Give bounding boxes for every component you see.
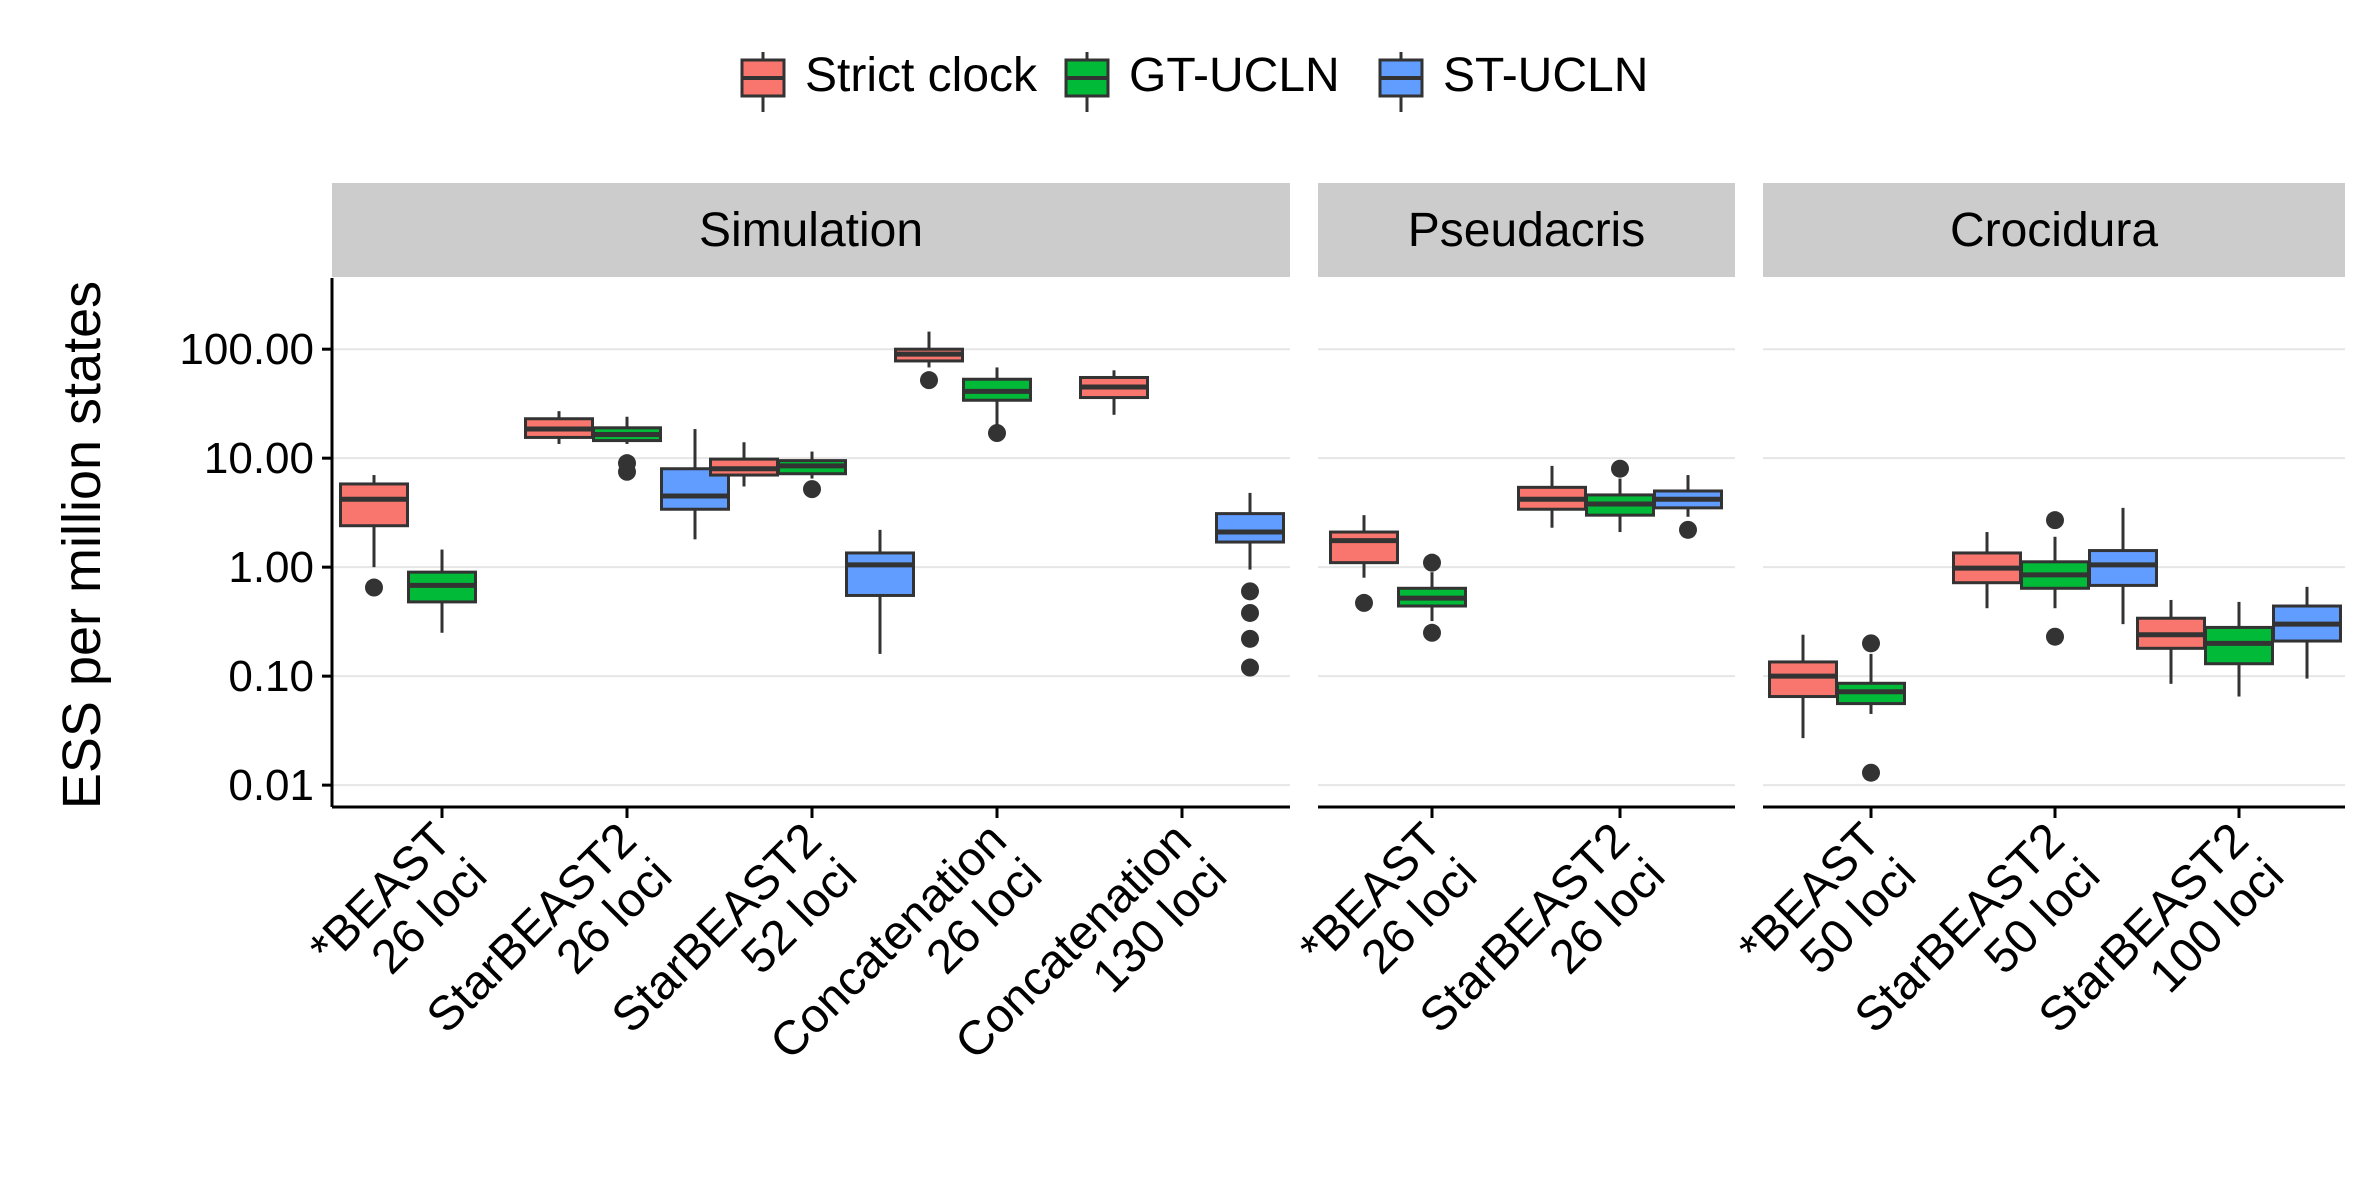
box-gt-ucln xyxy=(407,549,477,633)
outlier-point xyxy=(1241,603,1259,622)
box-body xyxy=(1215,512,1285,544)
outlier-point xyxy=(1241,658,1259,677)
box-body xyxy=(2088,549,2158,587)
legend-item-strict-clock: Strict clock xyxy=(740,49,1038,112)
outlier-point xyxy=(1423,623,1441,642)
box-body xyxy=(339,482,409,528)
panel-title: Simulation xyxy=(699,204,923,257)
box-strict-clock xyxy=(894,331,964,390)
y-tick-label: 0.01 xyxy=(228,761,314,810)
box-gt-ucln xyxy=(962,367,1032,443)
outlier-point xyxy=(618,462,636,481)
y-tick-label: 0.10 xyxy=(228,652,314,701)
box-gt-ucln xyxy=(592,416,662,481)
box-st-ucln xyxy=(845,529,915,654)
legend-label-strict-clock: Strict clock xyxy=(805,49,1038,102)
outlier-point xyxy=(2046,511,2064,530)
outlier-point xyxy=(1355,593,1373,612)
box-strict-clock xyxy=(2136,599,2206,684)
box-st-ucln xyxy=(2088,507,2158,625)
y-tick-label: 100.00 xyxy=(179,325,314,374)
box-strict-clock xyxy=(339,475,409,597)
panel-title: Crocidura xyxy=(1950,204,2158,257)
box-gt-ucln xyxy=(2204,601,2274,697)
outlier-point xyxy=(1241,582,1259,601)
box-gt-ucln xyxy=(1836,634,1906,782)
outlier-point xyxy=(1679,520,1697,539)
box-strict-clock xyxy=(1952,532,2022,609)
box-body xyxy=(1329,530,1399,565)
legend-item-st-ucln: ST-UCLN xyxy=(1378,49,1648,112)
box-st-ucln xyxy=(1215,492,1285,677)
y-tick-label: 10.00 xyxy=(204,434,314,483)
outlier-point xyxy=(1241,629,1259,648)
legend-label-gt-ucln: GT-UCLN xyxy=(1129,49,1340,102)
outlier-point xyxy=(920,371,938,390)
box-strict-clock xyxy=(1329,515,1399,612)
y-axis-label: ESS per million states xyxy=(52,281,112,809)
box-gt-ucln xyxy=(1397,553,1467,642)
box-strict-clock xyxy=(1768,634,1838,739)
box-gt-ucln xyxy=(2020,511,2090,646)
box-body xyxy=(1768,660,1838,699)
outlier-point xyxy=(1611,459,1629,478)
box-st-ucln xyxy=(2272,586,2342,679)
panel-title: Pseudacris xyxy=(1408,204,1645,257)
outlier-point xyxy=(803,480,821,499)
legend: Strict clock GT-UCLN ST-UCLN xyxy=(740,49,1648,112)
box-strict-clock xyxy=(1079,370,1149,415)
panel-strip xyxy=(1318,183,1735,277)
outlier-point xyxy=(365,578,383,597)
panel-strip xyxy=(1763,183,2345,277)
outlier-point xyxy=(1862,763,1880,782)
outlier-point xyxy=(988,424,1006,443)
panel-strip xyxy=(332,183,1290,277)
outlier-point xyxy=(2046,627,2064,646)
box-body xyxy=(845,551,915,597)
y-axis: 0.01 0.10 1.00 10.00 100.00 xyxy=(179,278,334,810)
legend-label-st-ucln: ST-UCLN xyxy=(1443,49,1648,102)
outlier-point xyxy=(1862,634,1880,653)
legend-item-gt-ucln: GT-UCLN xyxy=(1064,49,1340,112)
box-strict-clock xyxy=(1517,465,1587,528)
box-gt-ucln xyxy=(777,451,847,499)
y-tick-label: 1.00 xyxy=(228,543,314,592)
box-st-ucln xyxy=(1653,475,1723,539)
outlier-point xyxy=(1423,553,1441,572)
